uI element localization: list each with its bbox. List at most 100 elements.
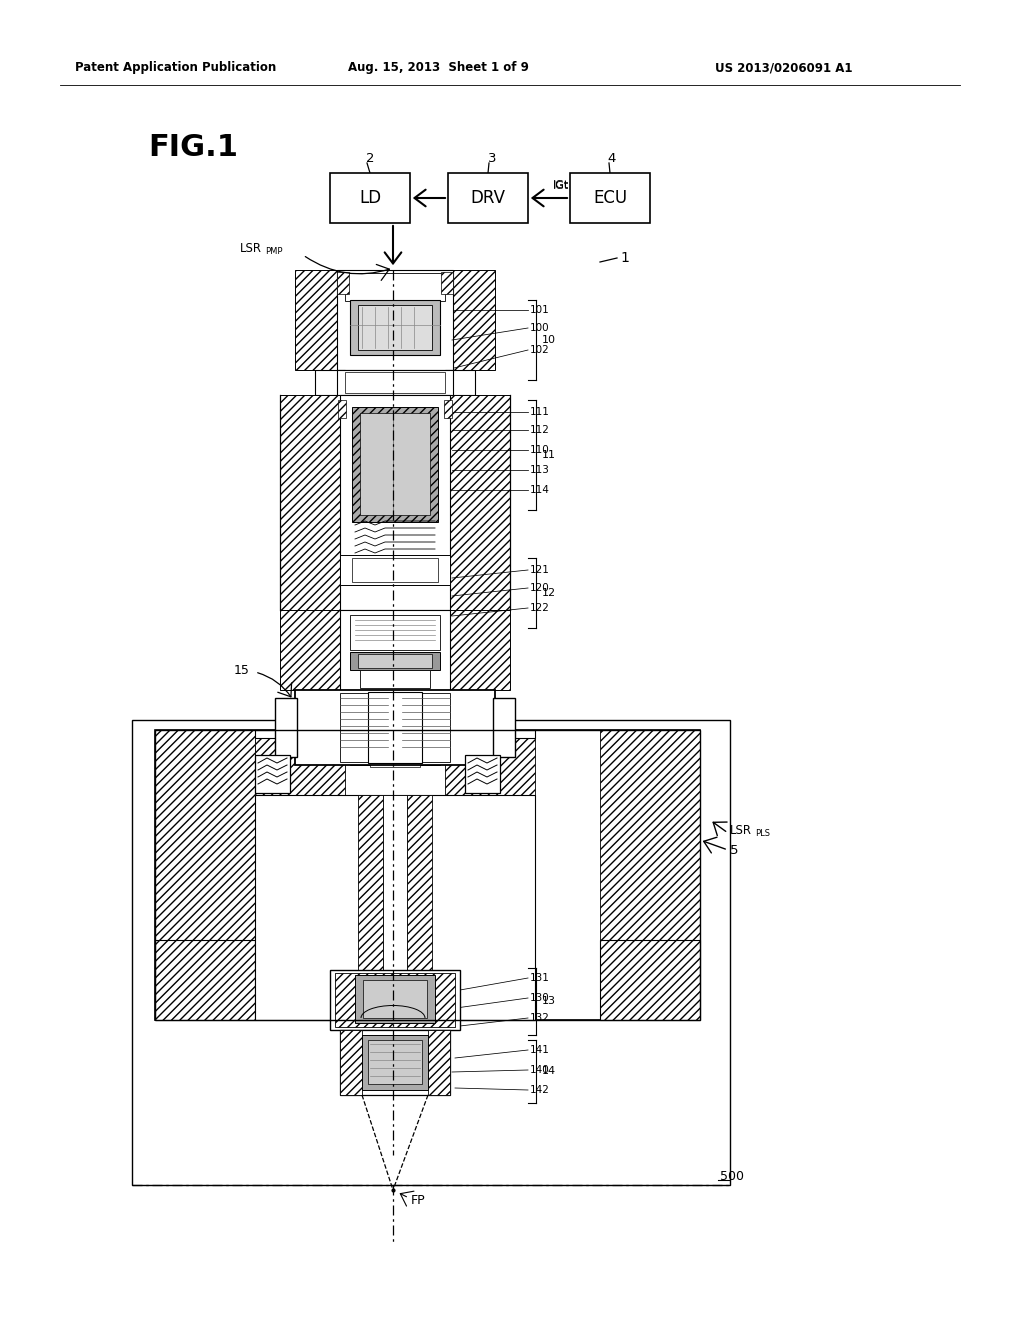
Bar: [358, 305, 432, 350]
Bar: [453, 271, 495, 370]
Text: 15: 15: [234, 664, 250, 676]
Text: US 2013/0206091 A1: US 2013/0206091 A1: [715, 62, 853, 74]
Bar: [407, 795, 432, 970]
Polygon shape: [600, 940, 700, 1020]
Text: PLS: PLS: [755, 829, 770, 837]
Bar: [358, 795, 383, 970]
Text: PMP: PMP: [265, 247, 283, 256]
Text: LSR: LSR: [730, 824, 752, 837]
Bar: [355, 975, 435, 1023]
Bar: [255, 730, 345, 795]
Bar: [445, 370, 475, 395]
Bar: [275, 698, 297, 756]
Bar: [445, 730, 535, 795]
Text: 141: 141: [530, 1045, 550, 1055]
Bar: [330, 970, 460, 1030]
Bar: [340, 1030, 362, 1096]
Text: 132: 132: [530, 1012, 550, 1023]
Bar: [155, 730, 255, 1020]
Bar: [350, 300, 440, 355]
Text: 2: 2: [366, 152, 374, 165]
Text: Aug. 15, 2013  Sheet 1 of 9: Aug. 15, 2013 Sheet 1 of 9: [348, 62, 528, 74]
Bar: [315, 370, 345, 395]
Text: 121: 121: [530, 565, 550, 576]
Text: 142: 142: [530, 1085, 550, 1096]
Text: 113: 113: [530, 465, 550, 475]
Text: 1: 1: [620, 251, 629, 265]
Polygon shape: [155, 940, 255, 1020]
Text: 12: 12: [542, 587, 556, 598]
Bar: [350, 652, 440, 671]
Bar: [450, 610, 510, 690]
Bar: [350, 615, 440, 649]
Bar: [368, 692, 422, 763]
Text: 101: 101: [530, 305, 550, 315]
Text: IGt: IGt: [553, 181, 569, 191]
Text: IGt: IGt: [553, 180, 569, 190]
Text: 14: 14: [542, 1067, 556, 1076]
Text: LD: LD: [359, 189, 381, 207]
Bar: [338, 400, 346, 418]
Text: 131: 131: [530, 973, 550, 983]
Bar: [340, 395, 450, 610]
Bar: [360, 671, 430, 688]
Bar: [449, 173, 528, 223]
Bar: [280, 610, 340, 690]
Bar: [337, 370, 453, 395]
Bar: [340, 610, 450, 690]
Bar: [255, 755, 290, 793]
Text: 102: 102: [530, 345, 550, 355]
Text: 5: 5: [730, 843, 738, 857]
Text: 111: 111: [530, 407, 550, 417]
Bar: [280, 730, 340, 766]
Bar: [255, 730, 535, 738]
Text: ECU: ECU: [593, 189, 627, 207]
Bar: [600, 730, 700, 1020]
Bar: [465, 755, 500, 793]
Bar: [370, 729, 420, 767]
Text: FP: FP: [411, 1193, 426, 1206]
Text: 4: 4: [608, 152, 616, 165]
Text: Patent Application Publication: Patent Application Publication: [75, 62, 276, 74]
Text: 130: 130: [530, 993, 550, 1003]
Bar: [345, 372, 445, 393]
Bar: [340, 554, 450, 585]
Text: 11: 11: [542, 450, 556, 459]
Bar: [155, 730, 700, 1020]
Bar: [362, 979, 427, 1018]
Bar: [337, 272, 349, 294]
Bar: [280, 395, 340, 610]
Bar: [295, 690, 495, 766]
Text: 140: 140: [530, 1065, 550, 1074]
Bar: [350, 730, 440, 766]
Bar: [402, 693, 450, 762]
Text: 500: 500: [720, 1171, 744, 1184]
Bar: [352, 407, 438, 521]
Bar: [255, 795, 535, 1020]
Text: FIG.1: FIG.1: [148, 133, 238, 162]
Text: 114: 114: [530, 484, 550, 495]
Text: 10: 10: [542, 335, 556, 345]
Text: 110: 110: [530, 445, 550, 455]
Bar: [358, 653, 432, 668]
Bar: [330, 173, 410, 223]
Bar: [368, 1040, 422, 1084]
Bar: [352, 558, 438, 582]
Bar: [155, 730, 700, 1020]
Text: 13: 13: [542, 997, 556, 1006]
Text: LSR: LSR: [240, 242, 262, 255]
Bar: [337, 271, 453, 370]
Bar: [383, 795, 407, 970]
Bar: [570, 173, 650, 223]
Bar: [441, 272, 453, 294]
Bar: [450, 395, 510, 610]
Bar: [444, 400, 452, 418]
Bar: [132, 719, 730, 1185]
Text: 100: 100: [530, 323, 550, 333]
Bar: [345, 273, 445, 301]
Bar: [362, 1035, 428, 1090]
Bar: [340, 1030, 450, 1096]
Text: 3: 3: [487, 152, 497, 165]
Bar: [295, 271, 337, 370]
Text: 122: 122: [530, 603, 550, 612]
